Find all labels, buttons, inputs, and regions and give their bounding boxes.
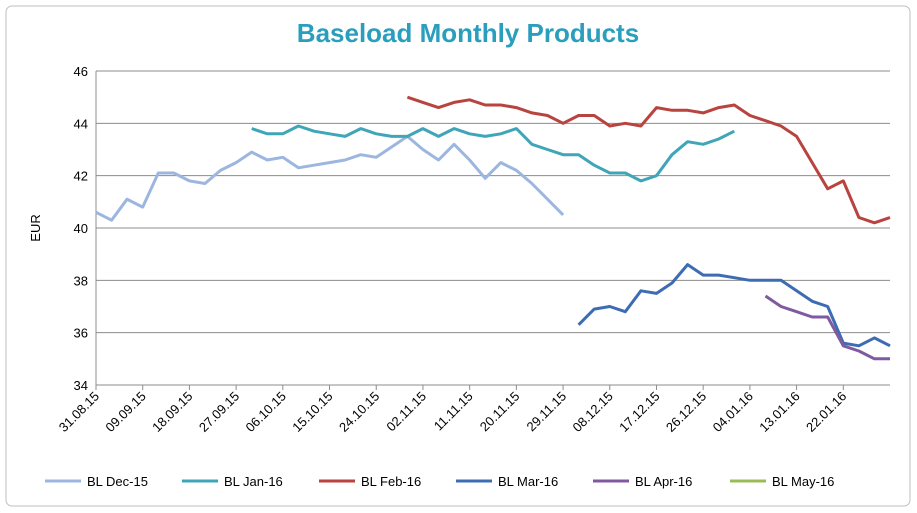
- legend-label: BL Feb-16: [361, 474, 421, 489]
- y-tick-label: 46: [74, 64, 88, 79]
- y-tick-label: 38: [74, 273, 88, 288]
- legend: BL Dec-15 BL Jan-16 BL Feb-16 BL Mar-16 BL A…: [45, 474, 834, 489]
- series-line: [577, 263, 891, 348]
- chart-frame: [5, 5, 911, 507]
- series-line: [764, 294, 890, 361]
- legend-label: BL May-16: [772, 474, 834, 489]
- chart-title: Baseload Monthly Products: [297, 18, 639, 48]
- series-line: [406, 95, 891, 225]
- legend-label: BL Mar-16: [498, 474, 558, 489]
- y-axis-label: EUR: [28, 214, 43, 241]
- series-line: [251, 124, 735, 183]
- y-tick-label: 44: [74, 116, 88, 131]
- y-tick-label: 40: [74, 221, 88, 236]
- legend-label: BL Apr-16: [635, 474, 692, 489]
- y-tick-label: 34: [74, 378, 88, 393]
- y-tick-label: 42: [74, 169, 88, 184]
- legend-label: BL Dec-15: [87, 474, 148, 489]
- y-tick-label: 36: [74, 326, 88, 341]
- series-line: [95, 134, 565, 222]
- legend-label: BL Jan-16: [224, 474, 283, 489]
